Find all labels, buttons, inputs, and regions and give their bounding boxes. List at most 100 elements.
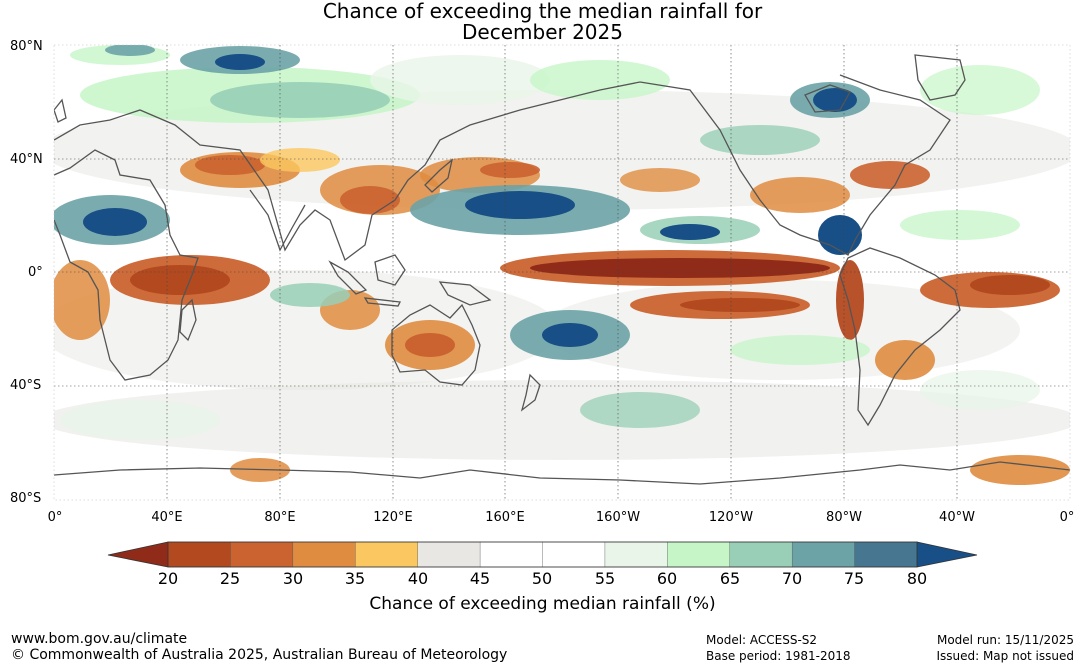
shading-region bbox=[340, 186, 400, 214]
colorbar-segment bbox=[791, 541, 856, 568]
colorbar-segment bbox=[667, 541, 731, 568]
colorbar-segment bbox=[604, 541, 669, 568]
shading-region bbox=[850, 161, 930, 189]
shading-region bbox=[405, 333, 455, 357]
shading-region bbox=[580, 392, 700, 428]
antarctica-coastline bbox=[54, 461, 1070, 485]
colorbar-segment bbox=[292, 541, 356, 568]
new-guinea-coastline bbox=[438, 281, 492, 306]
colorbar-segment bbox=[729, 541, 793, 568]
shading-region bbox=[210, 82, 390, 118]
shading-region bbox=[370, 55, 550, 105]
shading-region bbox=[83, 208, 147, 236]
colorbar-tick: 45 bbox=[469, 569, 491, 588]
shading-region bbox=[970, 455, 1070, 485]
colorbar-tick: 75 bbox=[843, 569, 865, 588]
colorbar-high-extension bbox=[917, 542, 977, 567]
lon-label-40e: 40°E bbox=[151, 510, 183, 525]
eurasia-coastline bbox=[54, 81, 641, 262]
model-name: Model: ACCESS-S2 bbox=[706, 633, 818, 647]
shading-region bbox=[54, 260, 110, 340]
colorbar-tick: 70 bbox=[781, 569, 803, 588]
shading-region bbox=[836, 260, 864, 340]
lat-label-40n: 40°N bbox=[10, 152, 43, 167]
shading-region bbox=[270, 283, 350, 307]
colorbar-low-extension bbox=[108, 542, 168, 567]
colorbar-tick: 25 bbox=[219, 569, 241, 588]
colorbar-tick: 40 bbox=[407, 569, 429, 588]
colorbar-tick: 65 bbox=[719, 569, 741, 588]
colorbar-tick: 30 bbox=[282, 569, 304, 588]
africa-coastline bbox=[54, 149, 199, 381]
shading-region bbox=[680, 298, 800, 312]
lon-label-0: 0° bbox=[47, 510, 63, 525]
colorbar-tick: 35 bbox=[344, 569, 366, 588]
lat-label-eq: 0° bbox=[28, 265, 43, 280]
colorbar-segment bbox=[355, 541, 419, 568]
shading-region bbox=[920, 65, 1040, 115]
south-america-coastline bbox=[839, 247, 961, 427]
shading-region bbox=[130, 265, 230, 295]
shading-region bbox=[54, 380, 1070, 460]
lat-label-40s: 40°S bbox=[10, 378, 42, 393]
lon-label-0-right: 0° bbox=[1059, 510, 1075, 525]
base-period: Base period: 1981-2018 bbox=[706, 649, 851, 663]
shading-region bbox=[60, 400, 220, 440]
colorbar-tick: 60 bbox=[656, 569, 678, 588]
uk-coastline bbox=[54, 98, 67, 123]
colorbar-segment bbox=[230, 541, 294, 568]
shading-region bbox=[215, 54, 265, 70]
graticule bbox=[54, 45, 1070, 500]
lat-label-80s: 80°S bbox=[10, 491, 42, 506]
shading-region bbox=[465, 191, 575, 219]
coastlines bbox=[54, 54, 1070, 485]
issued-status: Issued: Map not issued bbox=[936, 649, 1074, 663]
shading-region bbox=[620, 168, 700, 192]
colorbar-title: Chance of exceeding median rainfall (%) bbox=[369, 594, 716, 614]
new-zealand-coastline bbox=[520, 373, 541, 412]
shading-region bbox=[195, 155, 265, 175]
sumatra-coastline bbox=[328, 260, 368, 295]
shading-region bbox=[542, 323, 598, 347]
lon-label-80w: 80°W bbox=[826, 510, 862, 525]
greenland-coastline bbox=[914, 54, 966, 101]
shading-region bbox=[260, 148, 340, 172]
shading-region bbox=[530, 60, 670, 100]
map-title-line-1: Chance of exceeding the median rainfall … bbox=[322, 0, 763, 23]
colorbar-segment bbox=[479, 541, 544, 568]
australia-coastline bbox=[391, 303, 481, 386]
shading-region bbox=[750, 177, 850, 213]
shading-region bbox=[813, 88, 857, 112]
shading-region bbox=[920, 370, 1040, 410]
colorbar-segment bbox=[542, 541, 606, 568]
colorbar-tick: 50 bbox=[531, 569, 553, 588]
lon-label-160w: 160°W bbox=[595, 510, 641, 525]
shading-region bbox=[530, 258, 830, 278]
shading-region bbox=[818, 215, 862, 255]
probability-shading bbox=[54, 45, 1070, 485]
shading-region bbox=[660, 224, 720, 240]
colorbar-segment bbox=[167, 541, 232, 568]
shading-region bbox=[730, 335, 870, 365]
lat-label-80n: 80°N bbox=[10, 39, 43, 54]
colorbar-tick: 55 bbox=[594, 569, 616, 588]
japan-coastline bbox=[424, 158, 454, 193]
lon-label-120w: 120°W bbox=[708, 510, 754, 525]
website-url: www.bom.gov.au/climate bbox=[11, 631, 188, 647]
borneo-coastline bbox=[374, 254, 406, 286]
shading-region bbox=[875, 340, 935, 380]
colorbar bbox=[107, 541, 978, 568]
shading-region bbox=[700, 125, 820, 155]
colorbar-tick: 80 bbox=[906, 569, 928, 588]
colorbar-segment bbox=[854, 541, 918, 568]
hudson-bay-coastline bbox=[804, 84, 851, 113]
lon-label-40w: 40°W bbox=[939, 510, 975, 525]
colorbar-segment bbox=[417, 541, 481, 568]
madagascar-coastline bbox=[179, 298, 197, 342]
java-coastline bbox=[363, 297, 401, 307]
north-america-coastline bbox=[639, 74, 951, 256]
shading-region bbox=[105, 45, 155, 56]
lon-label-80e: 80°E bbox=[264, 510, 296, 525]
shading-region bbox=[970, 275, 1050, 295]
